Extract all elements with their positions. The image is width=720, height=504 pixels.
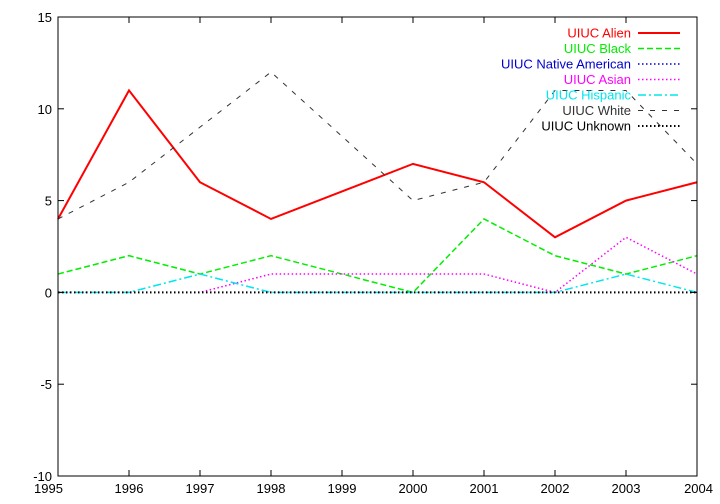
x-tick-label-1: 1996 xyxy=(115,481,144,496)
y-tick-label-4: 10 xyxy=(38,102,52,117)
x-tick-label-6: 2001 xyxy=(470,481,499,496)
x-tick-label-8: 2003 xyxy=(612,481,641,496)
plot-frame xyxy=(57,16,698,477)
legend-label-2: UIUC Native American xyxy=(501,57,631,72)
y-tick-label-3: 5 xyxy=(45,194,52,209)
x-tick-label-9: 2004 xyxy=(684,481,713,496)
legend-label-1: UIUC Black xyxy=(564,41,632,56)
x-tick-label-5: 2000 xyxy=(399,481,428,496)
y-tick-label-5: 15 xyxy=(38,10,52,25)
series-layer xyxy=(57,71,698,294)
x-tick-label-0: 1995 xyxy=(34,481,63,496)
series-line-0 xyxy=(57,88,698,239)
axes-layer: -10 -5 0 5 10 15 1995 1996 1997 1998 1999 2000 2001 2… xyxy=(33,10,713,496)
series-line-1 xyxy=(57,218,698,294)
legend-label-4: UIUC Hispanic xyxy=(546,88,632,103)
y-tick-label-0: -10 xyxy=(33,469,52,484)
legend-label-5: UIUC White xyxy=(562,103,631,118)
legend-label-6: UIUC Unknown xyxy=(541,119,631,134)
legend-label-3: UIUC Asian xyxy=(564,72,631,87)
x-tick-label-2: 1997 xyxy=(186,481,215,496)
x-tick-label-3: 1998 xyxy=(257,481,286,496)
series-line-4 xyxy=(58,273,698,294)
legend-label-0: UIUC Alien xyxy=(567,26,631,41)
y-tick-label-2: 0 xyxy=(45,285,52,300)
x-tick-label-4: 1999 xyxy=(328,481,357,496)
y-tick-label-1: -5 xyxy=(40,377,52,392)
series-line-5 xyxy=(57,71,698,220)
x-tick-label-7: 2002 xyxy=(541,481,570,496)
